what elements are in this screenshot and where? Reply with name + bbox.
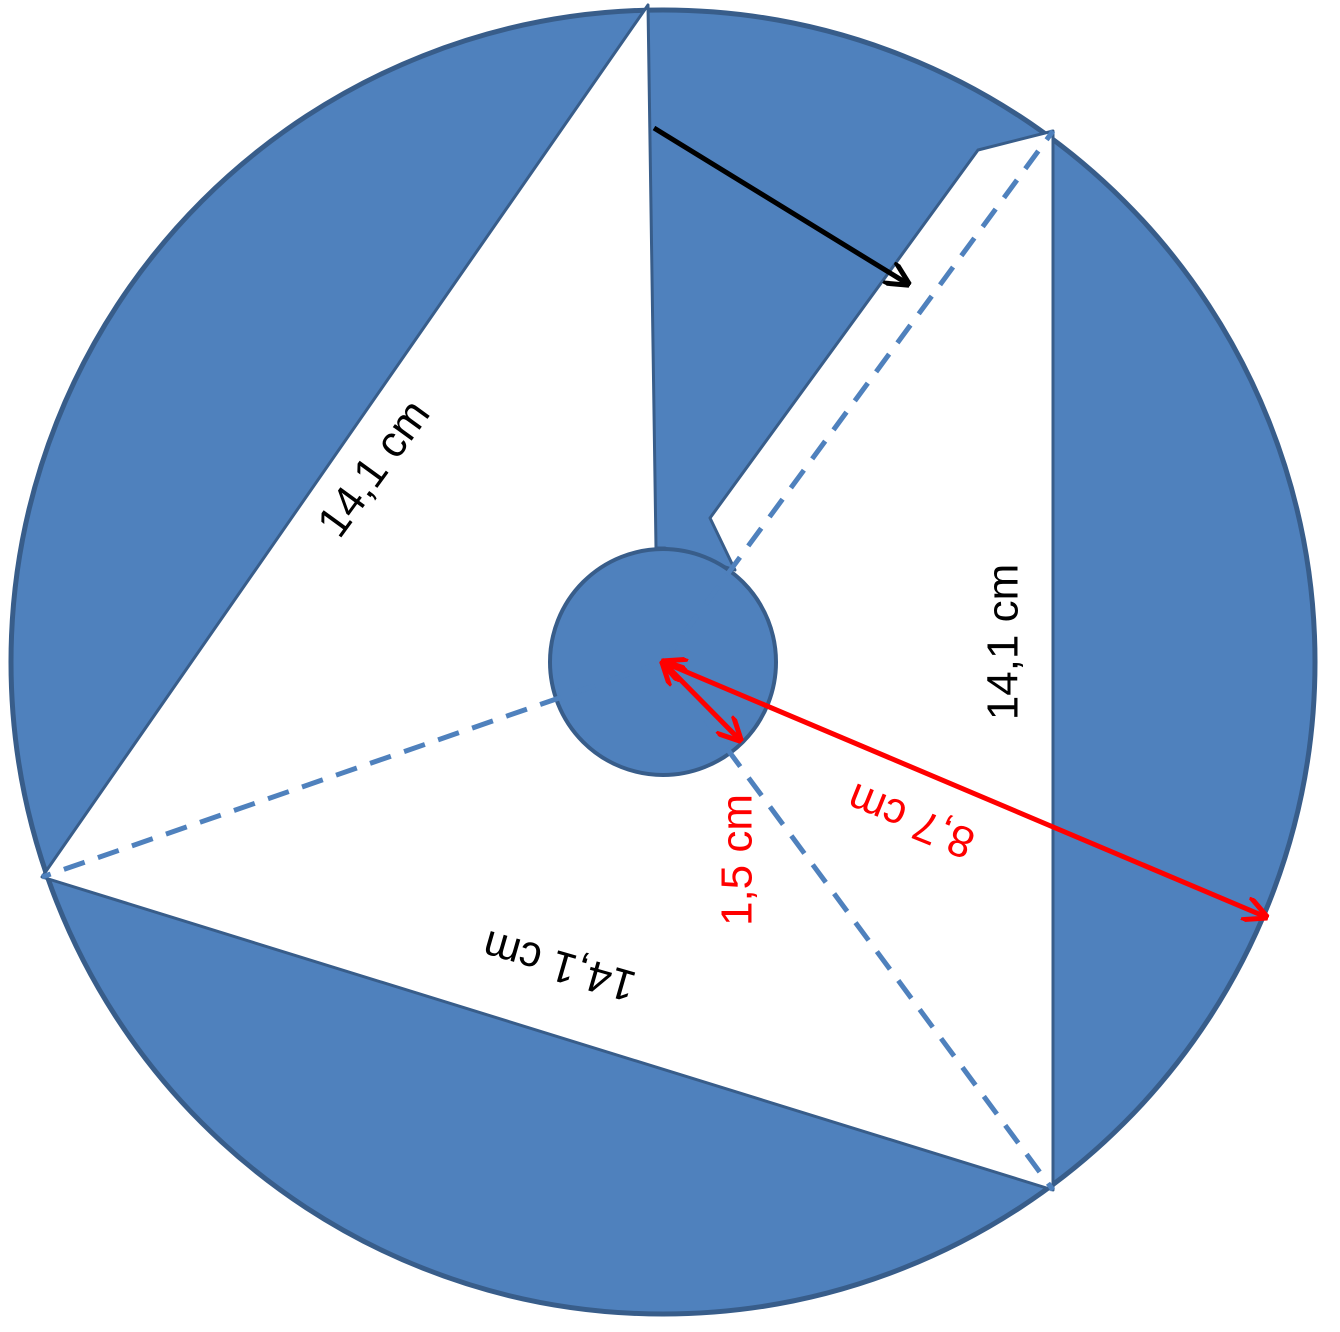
inner-radius-label: 1,5 cm: [713, 794, 762, 926]
fold-direction-arrow: [652, 125, 908, 284]
outer-radius-arrow: [663, 662, 1266, 917]
fold-line-left: [41, 659, 664, 880]
side-right-label: 14,1 cm: [979, 564, 1028, 721]
fold-line-upper-right: [660, 129, 1056, 664]
